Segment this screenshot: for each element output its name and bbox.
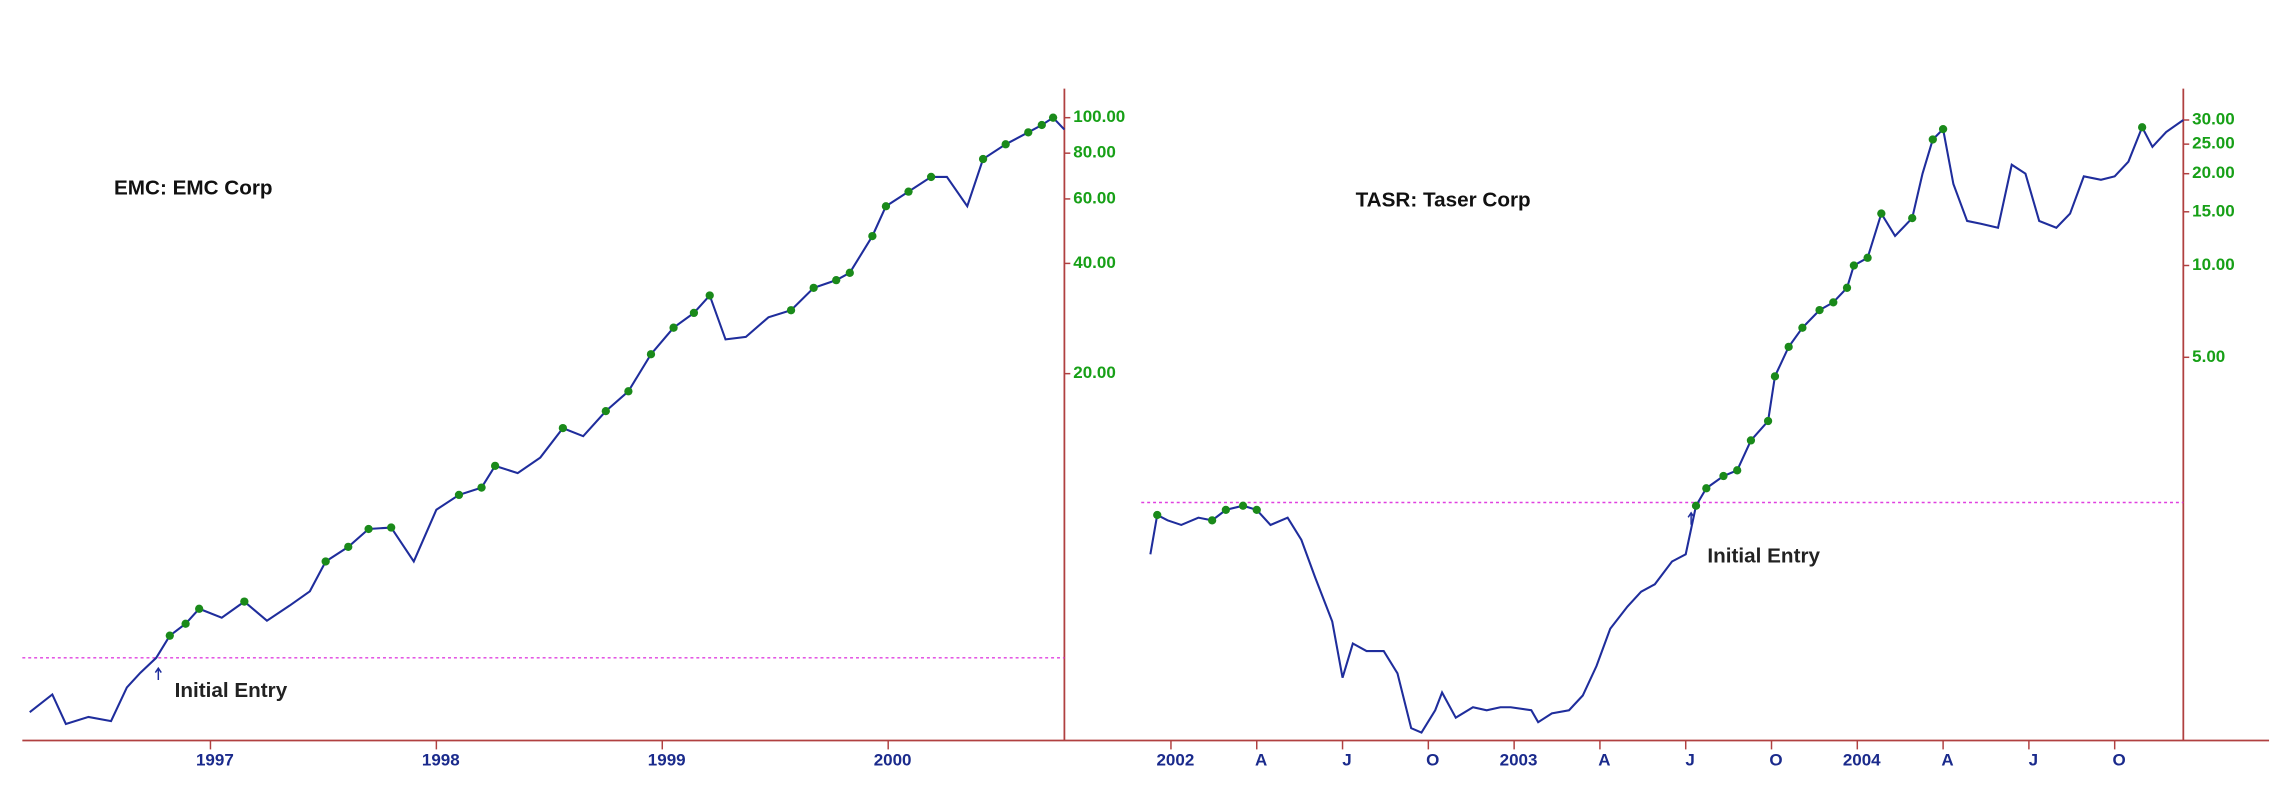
signal-dot xyxy=(1829,298,1838,307)
signal-dot xyxy=(165,631,174,640)
signal-dot xyxy=(1048,113,1058,122)
signal-dot xyxy=(1863,253,1872,262)
signal-dot xyxy=(868,231,877,241)
signal-dot xyxy=(669,323,678,332)
x-tick-label: A xyxy=(1598,751,1610,770)
signal-dot xyxy=(705,291,714,300)
signal-dot xyxy=(1928,135,1937,144)
y-tick-label: 60.00 xyxy=(1073,188,1116,207)
chart-title: TASR: Taser Corp xyxy=(1356,188,1531,211)
x-tick-label: 1997 xyxy=(196,751,234,770)
signal-dot xyxy=(1798,323,1807,332)
y-tick-label: 100.00 xyxy=(1073,107,1125,126)
x-tick-label: 1999 xyxy=(648,751,686,770)
signal-dot xyxy=(832,276,841,285)
signal-dot xyxy=(1784,342,1793,351)
y-tick-label: 20.00 xyxy=(1073,363,1116,382)
y-tick-label: 30.00 xyxy=(2192,109,2235,128)
signal-dot xyxy=(1208,516,1217,525)
signal-dot xyxy=(1842,283,1852,292)
signal-dot xyxy=(1849,261,1859,270)
signal-dot xyxy=(624,387,633,396)
signal-dot xyxy=(1908,213,1917,223)
signal-dot xyxy=(1037,120,1046,130)
signal-dot xyxy=(195,604,204,613)
annotation: Initial Entry xyxy=(175,679,288,702)
signal-dot xyxy=(2138,123,2147,132)
signal-dot xyxy=(1702,484,1711,493)
signal-dot xyxy=(454,490,464,500)
signal-dot xyxy=(1221,505,1231,515)
x-tick-label: J xyxy=(1342,751,1351,770)
signal-dot xyxy=(1770,372,1780,381)
y-tick-label: 20.00 xyxy=(2192,163,2235,182)
x-tick-label: 1998 xyxy=(422,751,460,770)
x-tick-label: O xyxy=(1426,751,1439,770)
y-tick-label: 15.00 xyxy=(2192,201,2235,220)
x-tick-label: 2004 xyxy=(1843,751,1881,770)
x-tick-label: J xyxy=(2029,751,2038,770)
x-tick-label: O xyxy=(1769,751,1782,770)
signal-dot xyxy=(344,542,353,552)
signal-dot xyxy=(1719,471,1728,481)
signal-dot xyxy=(904,187,913,196)
signal-dot xyxy=(809,283,818,292)
signal-dot xyxy=(601,406,610,416)
entry-arrow xyxy=(154,666,162,680)
y-tick-label: 5.00 xyxy=(2192,347,2225,366)
signal-dot xyxy=(926,172,936,182)
signal-dot xyxy=(490,461,500,470)
x-tick-label: A xyxy=(1255,751,1267,770)
signal-dot xyxy=(1238,501,1248,510)
signal-dot xyxy=(477,483,486,492)
signal-dot xyxy=(881,202,891,211)
x-tick-label: A xyxy=(1941,751,1953,770)
x-tick-label: O xyxy=(2113,751,2126,770)
signal-dot xyxy=(364,524,373,534)
signal-dot xyxy=(978,154,988,164)
signal-dot xyxy=(1746,436,1756,445)
signal-dot xyxy=(845,268,854,277)
y-tick-label: 10.00 xyxy=(2192,255,2235,274)
y-tick-label: 80.00 xyxy=(1073,143,1116,162)
signal-dot xyxy=(1877,209,1886,218)
signal-dot xyxy=(1001,140,1010,149)
signal-dot xyxy=(321,557,330,566)
signal-dot xyxy=(1691,501,1701,510)
chart-title: EMC: EMC Corp xyxy=(114,177,273,200)
annotation: Initial Entry xyxy=(1707,545,1820,568)
price-line xyxy=(1149,119,2184,734)
signal-dot xyxy=(689,308,699,318)
y-tick-label: 25.00 xyxy=(2192,134,2235,153)
signal-dot xyxy=(558,423,568,433)
x-tick-label: J xyxy=(1685,751,1694,770)
signal-dot xyxy=(1733,466,1742,475)
x-tick-label: 2000 xyxy=(874,751,912,770)
signal-dot xyxy=(240,597,249,606)
signal-dot xyxy=(387,523,396,532)
signal-dot xyxy=(1938,124,1948,134)
signal-dot xyxy=(786,306,796,315)
signal-dot xyxy=(1153,510,1162,520)
signal-dot xyxy=(646,350,656,359)
signal-dot xyxy=(1024,128,1033,137)
x-tick-label: 2002 xyxy=(1156,751,1194,770)
y-tick-label: 40.00 xyxy=(1073,253,1116,272)
signal-dot xyxy=(181,619,190,628)
signal-dot xyxy=(1252,505,1261,515)
signal-dot xyxy=(1763,416,1773,426)
signal-dot xyxy=(1815,305,1824,315)
x-tick-label: 2003 xyxy=(1500,751,1538,770)
